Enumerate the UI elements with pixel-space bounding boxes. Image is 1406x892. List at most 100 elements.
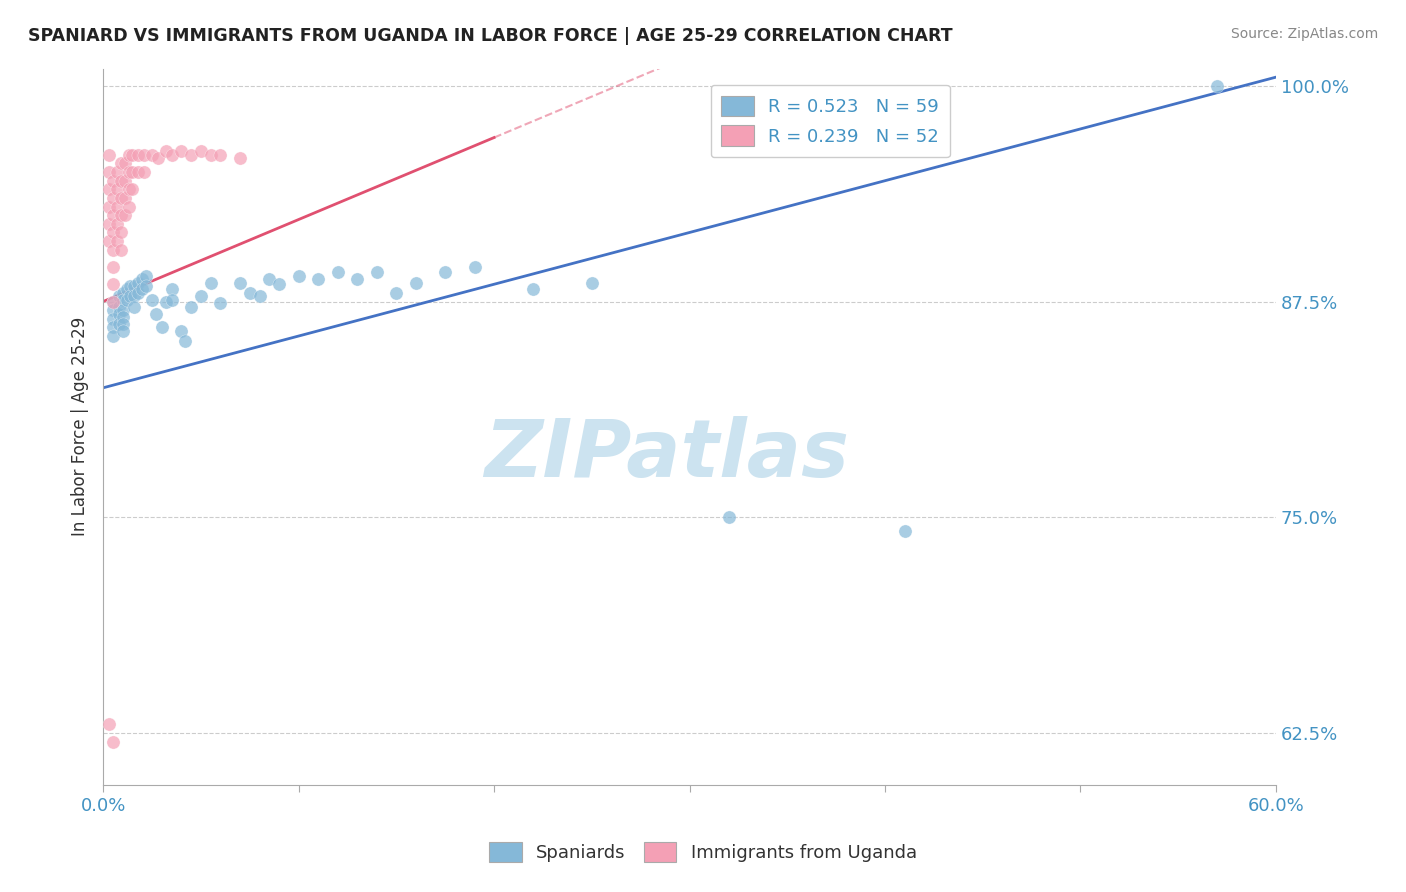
Point (209, 296, 232, 310)
Point (200, 148, 222, 162)
Point (155, 145, 177, 159)
Point (101, 329, 124, 343)
Point (124, 279, 146, 293)
Point (110, 191, 132, 205)
Point (101, 311, 124, 326)
Point (893, 524, 915, 538)
Point (160, 148, 183, 162)
Point (127, 276, 149, 290)
Point (127, 285, 149, 300)
Point (98, 234, 121, 248)
Point (160, 293, 183, 307)
Point (366, 265, 388, 279)
Point (107, 300, 129, 314)
Point (249, 289, 271, 303)
Point (385, 285, 408, 300)
Point (326, 265, 349, 279)
Point (115, 282, 138, 296)
Point (105, 234, 128, 248)
Point (114, 174, 136, 188)
Point (114, 208, 136, 222)
Point (98, 165, 121, 179)
Point (98, 182, 121, 196)
Point (170, 324, 193, 338)
Point (117, 182, 139, 196)
Point (105, 217, 128, 231)
Point (110, 226, 132, 240)
Text: SPANIARD VS IMMIGRANTS FROM UGANDA IN LABOR FORCE | AGE 25-29 CORRELATION CHART: SPANIARD VS IMMIGRANTS FROM UGANDA IN LA… (28, 27, 953, 45)
Point (581, 276, 603, 290)
Legend: Spaniards, Immigrants from Uganda: Spaniards, Immigrants from Uganda (482, 834, 924, 870)
Point (110, 208, 132, 222)
Point (267, 277, 290, 292)
Point (131, 272, 153, 286)
Point (105, 182, 128, 196)
Point (522, 282, 544, 296)
Point (1206, 78, 1229, 93)
Point (229, 151, 252, 165)
Point (98, 148, 121, 162)
Point (105, 200, 128, 214)
Point (110, 156, 132, 170)
Point (101, 260, 124, 274)
Point (107, 289, 129, 303)
Point (239, 285, 262, 300)
Point (115, 293, 138, 307)
Point (134, 148, 156, 162)
Point (117, 200, 139, 214)
Point (121, 148, 143, 162)
Point (101, 208, 124, 222)
Point (101, 734, 124, 748)
Point (101, 191, 124, 205)
Point (121, 165, 143, 179)
Point (141, 293, 163, 307)
Point (146, 151, 169, 165)
Point (124, 289, 146, 303)
Point (111, 285, 134, 300)
Point (287, 268, 309, 283)
Point (98, 217, 121, 231)
Point (111, 317, 134, 331)
Point (405, 276, 427, 290)
Text: ZIPatlas: ZIPatlas (484, 417, 849, 494)
Point (131, 282, 153, 296)
Point (98, 200, 121, 214)
Point (101, 174, 124, 188)
Point (98, 717, 121, 731)
Y-axis label: In Labor Force | Age 25-29: In Labor Force | Age 25-29 (72, 317, 89, 536)
Point (111, 293, 134, 307)
Point (117, 165, 139, 179)
Point (101, 303, 124, 318)
Point (111, 303, 134, 318)
Point (111, 324, 134, 338)
Point (190, 289, 212, 303)
Text: Source: ZipAtlas.com: Source: ZipAtlas.com (1230, 27, 1378, 41)
Point (717, 510, 740, 524)
Point (200, 276, 222, 290)
Point (111, 310, 134, 324)
Point (135, 279, 157, 293)
Point (464, 260, 486, 274)
Point (145, 307, 167, 321)
Point (101, 294, 124, 309)
Point (114, 156, 136, 170)
Point (105, 165, 128, 179)
Point (155, 294, 177, 309)
Point (170, 145, 193, 159)
Point (107, 307, 129, 321)
Point (127, 165, 149, 179)
Point (150, 320, 173, 334)
Point (110, 174, 132, 188)
Point (259, 272, 281, 286)
Point (190, 145, 212, 159)
Point (209, 148, 232, 162)
Point (346, 272, 368, 286)
Point (124, 300, 146, 314)
Point (101, 243, 124, 257)
Point (114, 191, 136, 205)
Point (101, 277, 124, 292)
Point (117, 148, 139, 162)
Point (135, 268, 157, 283)
Point (229, 276, 252, 290)
Point (121, 182, 143, 196)
